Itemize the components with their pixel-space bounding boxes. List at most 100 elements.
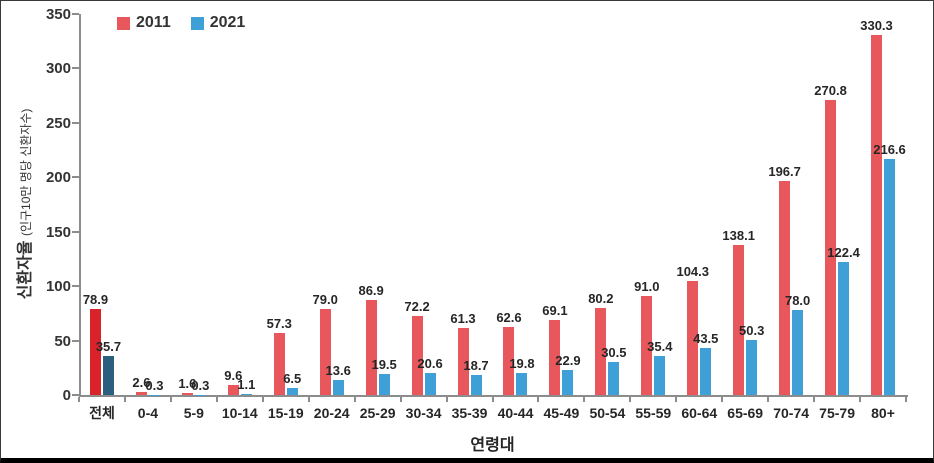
- x-tick-mark-9: [491, 397, 494, 402]
- bar-value-2021-50-54: 30.5: [601, 344, 627, 360]
- y-tick-label-0: 0: [62, 387, 71, 404]
- x-tick-mark-11: [583, 397, 586, 402]
- bar-2021-35-39: [470, 374, 482, 395]
- bar-value-2021-80+: 216.6: [873, 142, 906, 158]
- bar-2021-45-49: [562, 370, 574, 395]
- x-category-label-80+: 80+: [871, 405, 895, 421]
- y-tick-label-250: 250: [45, 114, 71, 132]
- bar-value-2021-70-74: 78.0: [784, 293, 811, 309]
- bar-value-2021-10-14: 1.1: [237, 376, 256, 392]
- x-tick-mark-12: [629, 397, 632, 402]
- x-category-label-35-39: 35-39: [451, 405, 488, 421]
- bar-value-2011-전체: 78.9: [82, 292, 109, 308]
- y-tick-mark-50: [72, 339, 79, 342]
- x-category-label-60-64: 60-64: [681, 405, 718, 421]
- x-tick-mark-6: [353, 397, 356, 402]
- bar-value-2011-45-49: 69.1: [542, 302, 568, 318]
- bar-2011-30-34: [411, 316, 423, 395]
- bar-2021-75-79: [838, 261, 850, 395]
- legend: 2011 2021: [117, 14, 245, 32]
- bar-2011-65-69: [733, 244, 745, 395]
- bar-2011-전체: [89, 309, 101, 395]
- bar-value-2021-65-69: 50.3: [739, 323, 765, 339]
- x-category-label-15-19: 15-19: [267, 405, 304, 421]
- bar-2011-35-39: [457, 328, 469, 395]
- bar-value-2021-20-24: 13.6: [325, 363, 351, 379]
- y-tick-mark-250: [72, 121, 79, 124]
- x-tick-mark-8: [445, 397, 448, 402]
- bar-value-2021-60-64: 43.5: [693, 330, 719, 346]
- x-tick-mark-17: [859, 397, 862, 402]
- bar-2011-25-29: [365, 300, 377, 395]
- bar-value-2011-20-24: 79.0: [312, 292, 338, 307]
- bar-2011-75-79: [825, 100, 837, 395]
- x-tick-mark-0: [78, 397, 80, 402]
- x-category-label-20-24: 20-24: [313, 405, 350, 421]
- legend-swatch-2011: [117, 16, 130, 30]
- bar-value-2021-55-59: 35.4: [647, 339, 673, 355]
- legend-label-2021: 2021: [209, 14, 246, 31]
- x-tick-mark-7: [399, 397, 402, 402]
- bar-2011-70-74: [779, 180, 791, 395]
- bar-value-2021-0-4: 0.3: [145, 377, 164, 393]
- x-tick-mark-4: [261, 397, 264, 402]
- bar-value-2011-65-69: 138.1: [722, 227, 755, 243]
- x-category-label-45-49: 45-49: [543, 405, 580, 421]
- y-tick-label-350: 350: [45, 6, 71, 23]
- x-tick-mark-16: [813, 397, 816, 402]
- bar-2021-50-54: [608, 361, 620, 395]
- bar-value-2021-45-49: 22.9: [555, 353, 581, 369]
- bar-2021-20-24: [332, 380, 344, 395]
- bar-2021-15-19: [286, 387, 298, 395]
- x-tick-mark-14: [721, 397, 724, 402]
- bar-value-2011-30-34: 72.2: [404, 299, 430, 315]
- bar-value-2021-40-44: 19.8: [509, 356, 535, 372]
- bar-2021-25-29: [378, 373, 390, 395]
- x-category-label-10-14: 10-14: [221, 405, 258, 421]
- y-tick-mark-200: [72, 176, 79, 179]
- bar-value-2011-5-9: 1.6: [178, 376, 197, 392]
- legend-label-2011: 2011: [136, 14, 171, 31]
- bar-2021-70-74: [792, 310, 804, 395]
- y-axis-title: 신환자율 (인구10만 명당 신환자수): [11, 109, 35, 300]
- bar-2011-0-4: [135, 392, 147, 395]
- bar-2011-50-54: [595, 307, 607, 395]
- y-tick-mark-100: [72, 285, 79, 288]
- x-tick-mark-3: [215, 397, 218, 402]
- bar-value-2011-55-59: 91.0: [634, 278, 660, 294]
- bar-2021-10-14: [240, 393, 252, 395]
- bar-value-2021-25-29: 19.5: [371, 356, 397, 372]
- bar-2011-60-64: [687, 281, 699, 395]
- x-tick-mark-10: [537, 397, 540, 402]
- bar-2011-15-19: [273, 332, 285, 395]
- x-category-label-30-34: 30-34: [405, 405, 442, 421]
- x-category-label-25-29: 25-29: [359, 405, 396, 421]
- bar-value-2011-60-64: 104.3: [676, 264, 710, 280]
- bar-value-2011-75-79: 270.8: [814, 83, 847, 99]
- bar-value-2011-25-29: 86.9: [358, 283, 384, 299]
- bar-value-2011-80+: 330.3: [860, 18, 893, 34]
- x-category-label-75-79: 75-79: [819, 405, 855, 421]
- x-tick-mark-18: [905, 397, 907, 402]
- x-tick-mark-2: [169, 397, 172, 402]
- x-tick-mark-1: [123, 397, 126, 402]
- x-category-label-40-44: 40-44: [497, 405, 534, 421]
- x-category-label-65-69: 65-69: [727, 405, 764, 421]
- bar-value-2011-40-44: 62.6: [496, 309, 522, 325]
- y-tick-mark-0: [72, 394, 79, 396]
- bar-2011-10-14: [227, 384, 239, 395]
- bar-value-2011-70-74: 196.7: [768, 163, 801, 179]
- bar-2021-40-44: [516, 373, 528, 395]
- bar-2011-45-49: [549, 319, 561, 395]
- bar-value-2021-전체: 35.7: [95, 339, 122, 355]
- x-category-label-0-4: 0-4: [137, 405, 159, 421]
- x-tick-mark-15: [767, 397, 770, 402]
- bar-value-2011-10-14: 9.6: [224, 367, 243, 383]
- y-tick-mark-350: [72, 13, 79, 15]
- x-category-label-5-9: 5-9: [183, 405, 204, 421]
- bar-value-2011-50-54: 80.2: [588, 290, 614, 306]
- bar-2011-40-44: [503, 326, 515, 395]
- bar-value-2011-0-4: 2.6: [132, 375, 151, 391]
- bar-2021-80+: [884, 159, 896, 395]
